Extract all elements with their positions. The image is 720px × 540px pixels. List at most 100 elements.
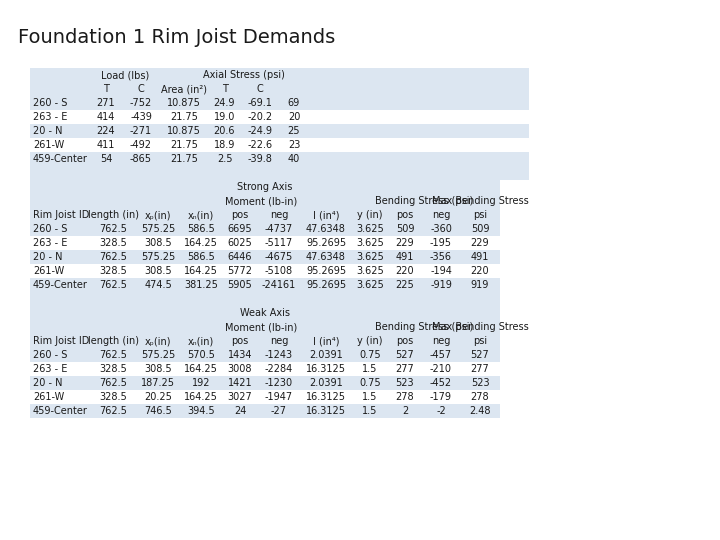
Text: -210: -210 bbox=[430, 364, 452, 374]
Text: 2: 2 bbox=[402, 406, 408, 416]
Text: 23: 23 bbox=[288, 140, 300, 150]
Text: 40: 40 bbox=[288, 154, 300, 164]
Bar bbox=[30, 306, 500, 320]
Text: 20 - N: 20 - N bbox=[33, 126, 63, 136]
Text: 3.625: 3.625 bbox=[356, 266, 384, 276]
Text: I (in⁴): I (in⁴) bbox=[312, 336, 339, 346]
Text: psi: psi bbox=[473, 336, 487, 346]
Text: 527: 527 bbox=[395, 350, 415, 360]
Text: 308.5: 308.5 bbox=[144, 266, 172, 276]
Text: 0.75: 0.75 bbox=[359, 350, 381, 360]
Text: 260 - S: 260 - S bbox=[33, 350, 68, 360]
Text: 263 - E: 263 - E bbox=[33, 238, 68, 248]
Text: 575.25: 575.25 bbox=[141, 252, 175, 262]
Text: T: T bbox=[103, 84, 109, 94]
Text: xₙ(in): xₙ(in) bbox=[188, 336, 214, 346]
Text: 164.25: 164.25 bbox=[184, 364, 218, 374]
Text: -457: -457 bbox=[430, 350, 452, 360]
Text: 260 - S: 260 - S bbox=[33, 98, 68, 108]
Text: 278: 278 bbox=[471, 392, 490, 402]
Bar bbox=[30, 320, 500, 334]
Text: 6025: 6025 bbox=[228, 238, 253, 248]
Bar bbox=[30, 152, 529, 166]
Text: 491: 491 bbox=[471, 252, 489, 262]
Text: 1.5: 1.5 bbox=[362, 406, 378, 416]
Text: neg: neg bbox=[432, 210, 450, 220]
Bar bbox=[30, 376, 500, 390]
Text: -20.2: -20.2 bbox=[248, 112, 273, 122]
Text: -1243: -1243 bbox=[265, 350, 293, 360]
Text: 16.3125: 16.3125 bbox=[306, 364, 346, 374]
Text: pos: pos bbox=[397, 336, 413, 346]
Bar bbox=[30, 194, 500, 208]
Text: 3027: 3027 bbox=[228, 392, 253, 402]
Text: 18.9: 18.9 bbox=[214, 140, 235, 150]
Text: 278: 278 bbox=[396, 392, 414, 402]
Text: 509: 509 bbox=[396, 224, 414, 234]
Text: -492: -492 bbox=[130, 140, 152, 150]
Text: I (in⁴): I (in⁴) bbox=[312, 210, 339, 220]
Bar bbox=[30, 124, 529, 138]
Text: 459-Center: 459-Center bbox=[33, 280, 88, 290]
Text: 411: 411 bbox=[96, 140, 115, 150]
Text: 762.5: 762.5 bbox=[99, 224, 127, 234]
Text: 919: 919 bbox=[471, 280, 489, 290]
Text: -360: -360 bbox=[430, 224, 452, 234]
Text: 16.3125: 16.3125 bbox=[306, 392, 346, 402]
Text: 1.5: 1.5 bbox=[362, 364, 378, 374]
Text: -4737: -4737 bbox=[265, 224, 293, 234]
Bar bbox=[30, 278, 500, 292]
Text: -1230: -1230 bbox=[265, 378, 293, 388]
Bar bbox=[30, 68, 529, 82]
Bar bbox=[30, 334, 500, 348]
Text: 16.3125: 16.3125 bbox=[306, 406, 346, 416]
Text: 586.5: 586.5 bbox=[187, 224, 215, 234]
Text: -865: -865 bbox=[130, 154, 152, 164]
Text: -69.1: -69.1 bbox=[248, 98, 272, 108]
Text: 47.6348: 47.6348 bbox=[306, 252, 346, 262]
Text: 24: 24 bbox=[234, 406, 246, 416]
Text: Max Bending Stress: Max Bending Stress bbox=[431, 196, 528, 206]
Text: 328.5: 328.5 bbox=[99, 266, 127, 276]
Text: 746.5: 746.5 bbox=[144, 406, 172, 416]
Text: Moment (lb-in): Moment (lb-in) bbox=[225, 322, 297, 332]
Text: 2.48: 2.48 bbox=[469, 406, 491, 416]
Bar bbox=[30, 250, 500, 264]
Bar bbox=[30, 404, 500, 418]
Text: 263 - E: 263 - E bbox=[33, 112, 68, 122]
Text: y (in): y (in) bbox=[357, 336, 383, 346]
Text: xₚ(in): xₚ(in) bbox=[145, 210, 171, 220]
Text: 308.5: 308.5 bbox=[144, 364, 172, 374]
Text: Bending Stress (psi): Bending Stress (psi) bbox=[375, 196, 473, 206]
Text: 523: 523 bbox=[471, 378, 490, 388]
Text: -271: -271 bbox=[130, 126, 152, 136]
Text: 263 - E: 263 - E bbox=[33, 364, 68, 374]
Text: length (in): length (in) bbox=[88, 336, 138, 346]
Text: 21.75: 21.75 bbox=[170, 140, 198, 150]
Text: T: T bbox=[222, 84, 228, 94]
Text: 164.25: 164.25 bbox=[184, 238, 218, 248]
Text: -24161: -24161 bbox=[262, 280, 296, 290]
Text: 261-W: 261-W bbox=[33, 392, 64, 402]
Text: neg: neg bbox=[270, 210, 288, 220]
Text: 2.0391: 2.0391 bbox=[309, 350, 343, 360]
Text: 0.75: 0.75 bbox=[359, 378, 381, 388]
Text: 20.6: 20.6 bbox=[214, 126, 235, 136]
Text: 762.5: 762.5 bbox=[99, 378, 127, 388]
Text: Rim Joist ID: Rim Joist ID bbox=[33, 336, 89, 346]
Text: Foundation 1 Rim Joist Demands: Foundation 1 Rim Joist Demands bbox=[18, 28, 336, 47]
Text: pos: pos bbox=[231, 336, 248, 346]
Bar bbox=[30, 264, 500, 278]
Text: -452: -452 bbox=[430, 378, 452, 388]
Text: 570.5: 570.5 bbox=[187, 350, 215, 360]
Text: -39.8: -39.8 bbox=[248, 154, 272, 164]
Text: Max Bending Stress: Max Bending Stress bbox=[431, 322, 528, 332]
Text: 6446: 6446 bbox=[228, 252, 252, 262]
Text: 762.5: 762.5 bbox=[99, 406, 127, 416]
Text: 95.2695: 95.2695 bbox=[306, 238, 346, 248]
Text: 3.625: 3.625 bbox=[356, 280, 384, 290]
Text: -2: -2 bbox=[436, 406, 446, 416]
Text: length (in): length (in) bbox=[88, 210, 138, 220]
Text: 5772: 5772 bbox=[228, 266, 253, 276]
Text: 164.25: 164.25 bbox=[184, 392, 218, 402]
